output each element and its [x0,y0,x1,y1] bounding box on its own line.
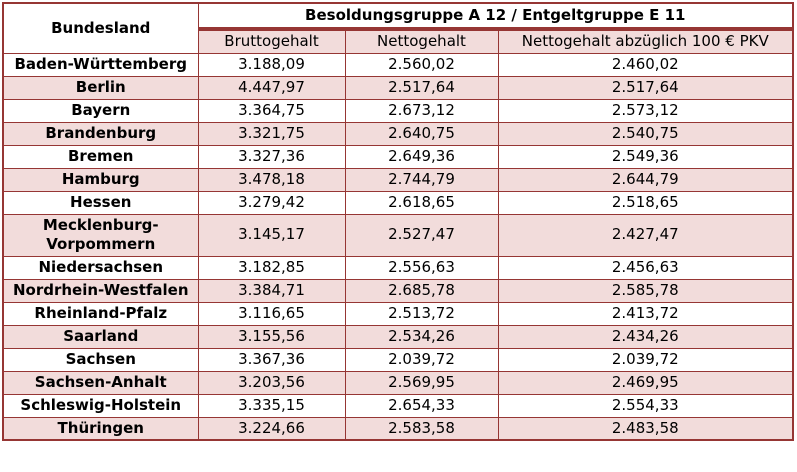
bruttogehalt-cell: 3.364,75 [197,98,346,123]
bruttogehalt-cell: 3.188,09 [197,52,346,77]
column-header-bundesland: Bundesland [2,2,199,54]
table-row: Thüringen 3.224,66 2.583,58 2.483,58 [2,416,794,441]
nettogehalt-cell: 2.640,75 [344,121,499,146]
table-row: Mecklenburg-Vorpommern 3.145,17 2.527,47 2.… [2,213,794,257]
table-row: Niedersachsen 3.182,85 2.556,63 2.456,63 [2,255,794,280]
bruttogehalt-cell: 3.327,36 [197,144,346,169]
group-header-row: Bundesland Besoldungsgruppe A 12 / Entge… [2,2,794,54]
nettogehalt-pkv-cell: 2.456,63 [497,255,794,280]
nettogehalt-cell: 2.673,12 [344,98,499,123]
bruttogehalt-cell: 3.155,56 [197,324,346,349]
nettogehalt-cell: 2.569,95 [344,370,499,395]
nettogehalt-cell: 2.618,65 [344,190,499,215]
state-cell: Mecklenburg-Vorpommern [2,213,199,257]
state-cell: Rheinland-Pfalz [2,301,199,326]
bruttogehalt-cell: 3.203,56 [197,370,346,395]
bruttogehalt-cell: 4.447,97 [197,75,346,100]
table-row: Schleswig-Holstein 3.335,15 2.654,33 2.554,… [2,393,794,418]
nettogehalt-cell: 2.534,26 [344,324,499,349]
bruttogehalt-cell: 3.384,71 [197,278,346,303]
table-row: Rheinland-Pfalz 3.116,65 2.513,72 2.413,72 [2,301,794,326]
nettogehalt-cell: 2.556,63 [344,255,499,280]
bruttogehalt-cell: 3.279,42 [197,190,346,215]
nettogehalt-pkv-cell: 2.540,75 [497,121,794,146]
state-cell: Sachsen [2,347,199,372]
salary-comparison-table: Bundesland Besoldungsgruppe A 12 / Entge… [2,2,795,441]
nettogehalt-pkv-cell: 2.573,12 [497,98,794,123]
column-header-bruttogehalt: Bruttogehalt [197,28,346,54]
nettogehalt-cell: 2.744,79 [344,167,499,192]
column-header-nettogehalt-pkv: Nettogehalt abzüglich 100 € PKV [497,28,794,54]
table-row: Bremen 3.327,36 2.649,36 2.549,36 [2,144,794,169]
nettogehalt-cell: 2.654,33 [344,393,499,418]
nettogehalt-pkv-cell: 2.039,72 [497,347,794,372]
state-cell: Bremen [2,144,199,169]
table-row: Baden-Württemberg 3.188,09 2.560,02 2.460,0… [2,52,794,77]
nettogehalt-cell: 2.649,36 [344,144,499,169]
state-cell: Nordrhein-Westfalen [2,278,199,303]
bruttogehalt-cell: 3.224,66 [197,416,346,441]
nettogehalt-pkv-cell: 2.549,36 [497,144,794,169]
table-group-title: Besoldungsgruppe A 12 / Entgeltgruppe E … [197,2,794,31]
nettogehalt-cell: 2.517,64 [344,75,499,100]
nettogehalt-cell: 2.513,72 [344,301,499,326]
nettogehalt-pkv-cell: 2.460,02 [497,52,794,77]
nettogehalt-pkv-cell: 2.517,64 [497,75,794,100]
nettogehalt-pkv-cell: 2.644,79 [497,167,794,192]
state-cell: Berlin [2,75,199,100]
table-row: Nordrhein-Westfalen 3.384,71 2.685,78 2.585… [2,278,794,303]
table-header: Bundesland Besoldungsgruppe A 12 / Entge… [2,2,794,54]
state-cell: Bayern [2,98,199,123]
nettogehalt-pkv-cell: 2.469,95 [497,370,794,395]
bruttogehalt-cell: 3.145,17 [197,213,346,257]
nettogehalt-pkv-cell: 2.434,26 [497,324,794,349]
nettogehalt-cell: 2.527,47 [344,213,499,257]
table-row: Saarland 3.155,56 2.534,26 2.434,26 [2,324,794,349]
state-cell: Hamburg [2,167,199,192]
table-row: Berlin 4.447,97 2.517,64 2.517,64 [2,75,794,100]
nettogehalt-pkv-cell: 2.483,58 [497,416,794,441]
table-row: Hessen 3.279,42 2.618,65 2.518,65 [2,190,794,215]
nettogehalt-cell: 2.583,58 [344,416,499,441]
state-cell: Niedersachsen [2,255,199,280]
state-cell: Schleswig-Holstein [2,393,199,418]
nettogehalt-cell: 2.039,72 [344,347,499,372]
state-cell: Saarland [2,324,199,349]
table-row: Bayern 3.364,75 2.673,12 2.573,12 [2,98,794,123]
bruttogehalt-cell: 3.182,85 [197,255,346,280]
table-row: Sachsen-Anhalt 3.203,56 2.569,95 2.469,95 [2,370,794,395]
nettogehalt-pkv-cell: 2.413,72 [497,301,794,326]
state-cell: Thüringen [2,416,199,441]
bruttogehalt-cell: 3.335,15 [197,393,346,418]
bruttogehalt-cell: 3.478,18 [197,167,346,192]
bruttogehalt-cell: 3.116,65 [197,301,346,326]
nettogehalt-cell: 2.685,78 [344,278,499,303]
state-cell: Sachsen-Anhalt [2,370,199,395]
nettogehalt-pkv-cell: 2.518,65 [497,190,794,215]
nettogehalt-pkv-cell: 2.585,78 [497,278,794,303]
bruttogehalt-cell: 3.321,75 [197,121,346,146]
subheader-row: Bruttogehalt Nettogehalt Nettogehalt abz… [3,28,794,54]
table-row: Sachsen 3.367,36 2.039,72 2.039,72 [2,347,794,372]
state-cell: Brandenburg [2,121,199,146]
column-header-nettogehalt: Nettogehalt [344,28,499,54]
table-row: Hamburg 3.478,18 2.744,79 2.644,79 [2,167,794,192]
table-row: Brandenburg 3.321,75 2.640,75 2.540,75 [2,121,794,146]
nettogehalt-pkv-cell: 2.554,33 [497,393,794,418]
state-cell: Hessen [2,190,199,215]
bruttogehalt-cell: 3.367,36 [197,347,346,372]
table-body: Baden-Württemberg 3.188,09 2.560,02 2.460,0… [2,52,794,441]
nettogehalt-pkv-cell: 2.427,47 [497,213,794,257]
nettogehalt-cell: 2.560,02 [344,52,499,77]
state-cell: Baden-Württemberg [2,52,199,77]
